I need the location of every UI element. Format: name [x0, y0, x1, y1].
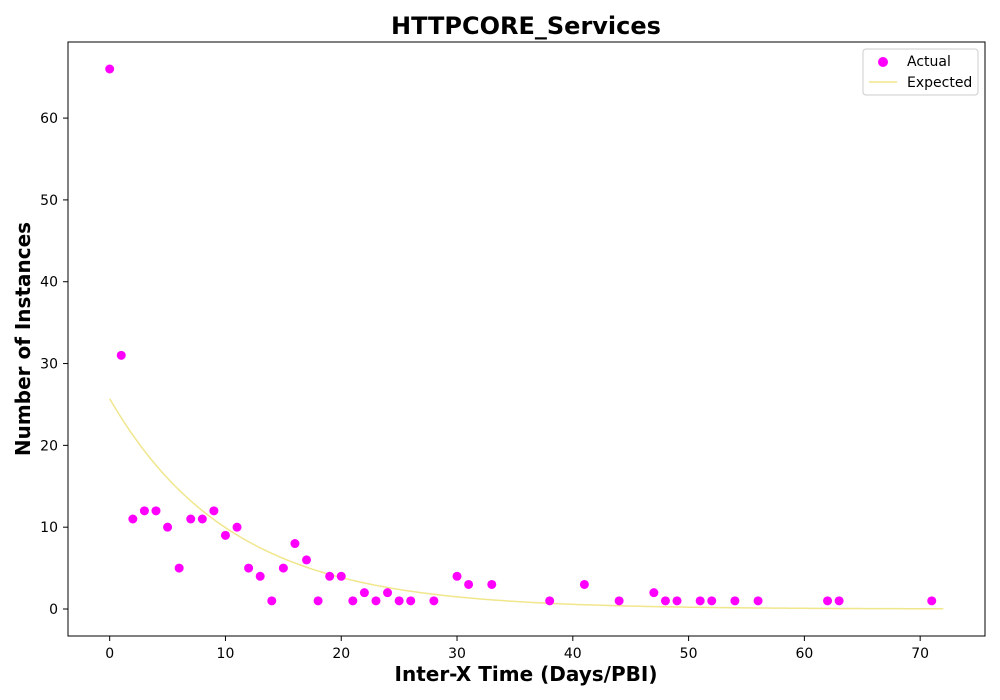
actual-point	[313, 596, 323, 606]
y-axis-label: Number of Instances	[11, 222, 35, 456]
actual-point	[452, 571, 462, 581]
x-tick-label: 10	[217, 646, 235, 662]
actual-point	[649, 588, 659, 598]
actual-point	[487, 579, 497, 589]
legend-expected-label: Expected	[907, 75, 972, 91]
y-tick-label: 0	[49, 602, 58, 618]
actual-point	[267, 596, 277, 606]
actual-point	[834, 596, 844, 606]
actual-point	[823, 596, 833, 606]
actual-point	[429, 596, 439, 606]
actual-point	[163, 522, 173, 532]
actual-point	[105, 64, 115, 74]
actual-point	[139, 506, 149, 516]
actual-point	[325, 571, 335, 581]
x-tick-label: 0	[105, 646, 114, 662]
actual-point	[730, 596, 740, 606]
actual-point	[579, 579, 589, 589]
actual-point	[406, 596, 416, 606]
actual-point	[209, 506, 219, 516]
actual-point	[232, 522, 242, 532]
x-axis: 0 10 20 30 40 50 60 70	[105, 636, 929, 662]
actual-point	[278, 563, 288, 573]
y-tick-label: 30	[40, 357, 58, 373]
actual-point	[695, 596, 705, 606]
actual-point	[707, 596, 717, 606]
actual-point	[151, 506, 161, 516]
marks-layer	[105, 64, 944, 610]
actual-point	[336, 571, 346, 581]
actual-point	[672, 596, 682, 606]
x-tick-label: 60	[795, 646, 813, 662]
plot-area: 0 10 20 30 40 50 60 70 0 10 20 30 40 50 60	[40, 41, 986, 662]
actual-point	[197, 514, 207, 524]
y-tick-label: 10	[40, 520, 58, 536]
y-tick-label: 20	[40, 438, 58, 454]
x-tick-label: 30	[448, 646, 466, 662]
legend-actual-marker	[878, 57, 888, 67]
x-tick-label: 20	[332, 646, 350, 662]
actual-point	[255, 571, 265, 581]
actual-point	[302, 555, 312, 565]
actual-point	[753, 596, 763, 606]
actual-point	[545, 596, 555, 606]
expected-curve	[109, 398, 944, 610]
legend: Actual Expected	[862, 48, 979, 96]
actual-point	[383, 588, 393, 598]
y-tick-label: 50	[40, 193, 58, 209]
actual-point	[290, 539, 300, 549]
actual-point	[348, 596, 358, 606]
y-tick-label: 40	[40, 275, 58, 291]
actual-point	[116, 350, 126, 360]
y-axis: 0 10 20 30 40 50 60	[40, 111, 68, 618]
legend-box	[862, 48, 979, 96]
actual-point	[927, 596, 937, 606]
x-tick-label: 40	[564, 646, 582, 662]
actual-point	[186, 514, 196, 524]
actual-point	[174, 563, 184, 573]
actual-point	[614, 596, 624, 606]
x-tick-label: 70	[911, 646, 929, 662]
actual-point	[371, 596, 381, 606]
y-tick-label: 60	[40, 111, 58, 127]
actual-point	[660, 596, 670, 606]
plot-frame	[67, 41, 986, 637]
actual-point	[394, 596, 404, 606]
x-axis-label: Inter-X Time (Days/PBI)	[395, 662, 658, 686]
x-tick-label: 50	[680, 646, 698, 662]
actual-point	[359, 588, 369, 598]
actual-point	[128, 514, 138, 524]
actual-point	[244, 563, 254, 573]
legend-actual-label: Actual	[907, 54, 951, 70]
actual-point	[464, 579, 474, 589]
chart-title: HTTPCORE_Services	[391, 12, 661, 40]
actual-point	[220, 530, 230, 540]
